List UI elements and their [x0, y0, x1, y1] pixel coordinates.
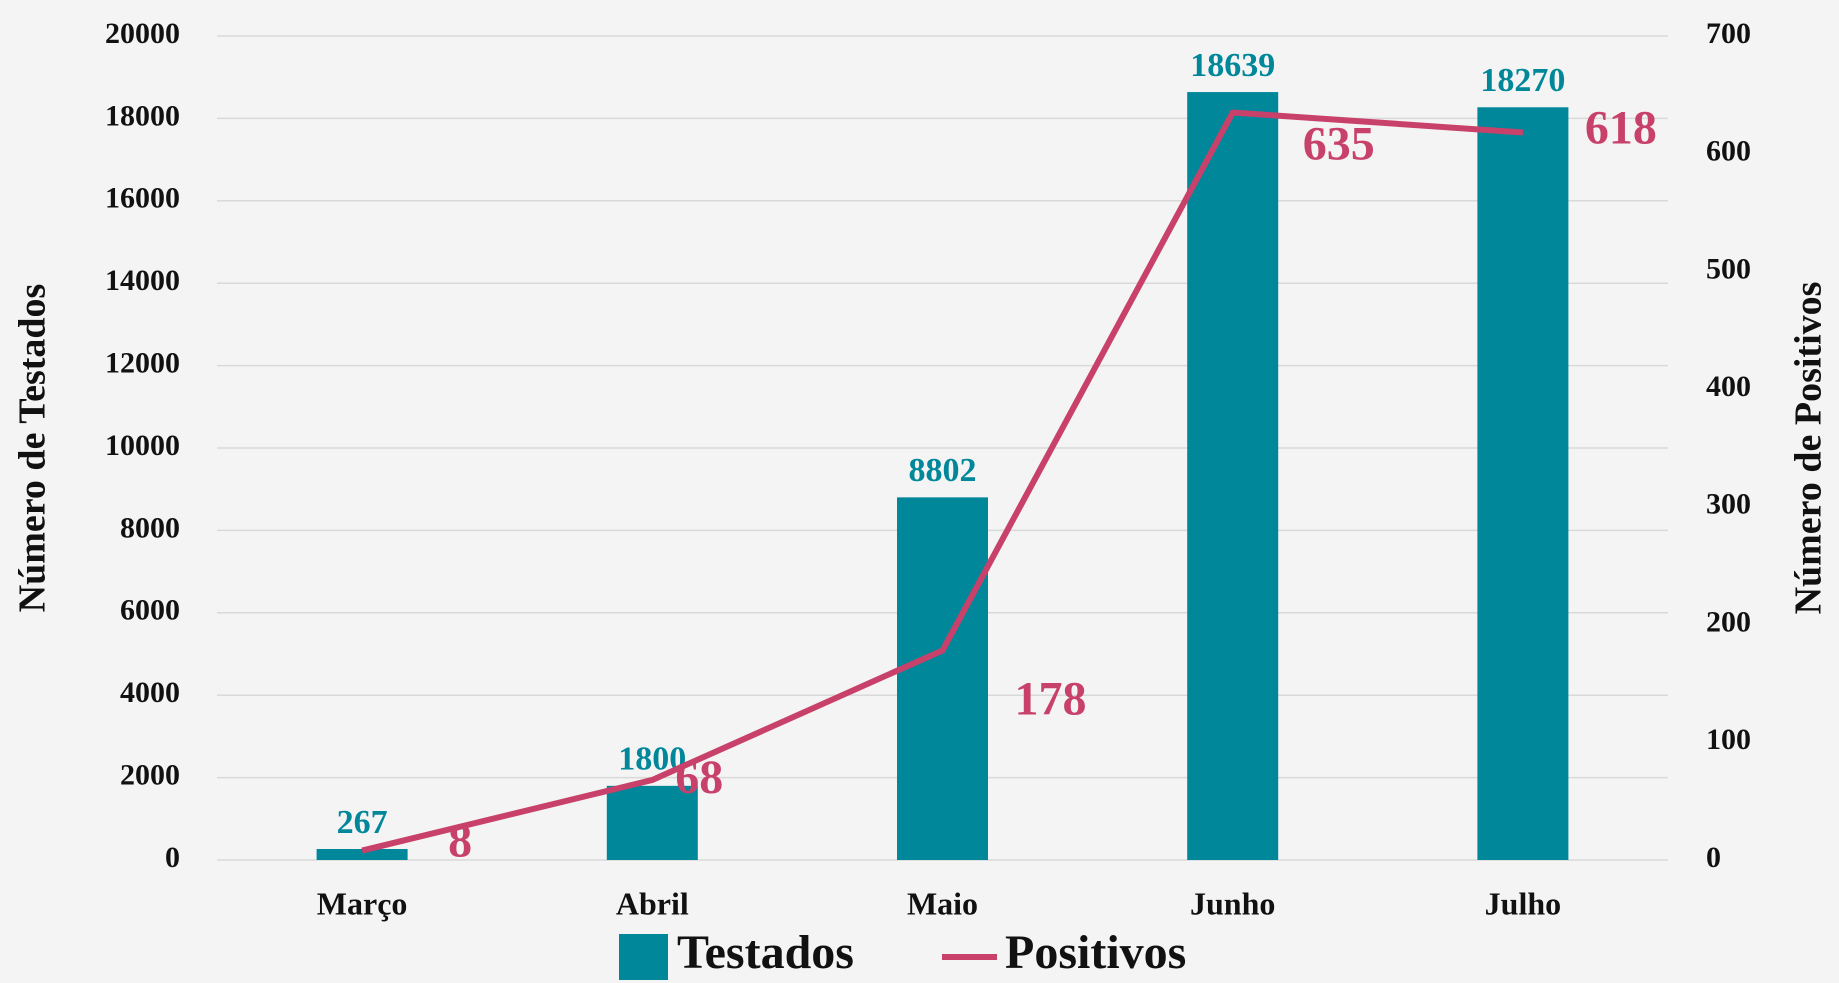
y-tick-label: 18000	[105, 99, 180, 132]
x-tick-label: Abril	[616, 885, 689, 921]
y2-tick-label: 700	[1706, 17, 1751, 50]
line-value-label: 618	[1585, 102, 1657, 155]
line-value-label: 178	[1015, 672, 1087, 725]
bar-value-label: 8802	[909, 452, 977, 489]
x-tick-label: Março	[317, 885, 408, 921]
bar	[897, 497, 988, 860]
bar-value-label: 18639	[1190, 47, 1275, 84]
y-tick-label: 12000	[105, 346, 180, 379]
line-series	[361, 109, 1524, 854]
bar	[1477, 107, 1569, 860]
legend-label: Testados	[677, 926, 854, 979]
y2-axis-title: Número de Positivos	[1788, 282, 1830, 615]
bar	[606, 785, 698, 860]
x-tick-label: Julho	[1485, 885, 1561, 921]
y-tick-label: 14000	[105, 264, 180, 297]
y2-tick-label: 200	[1706, 605, 1751, 638]
y2-tick-label: 100	[1706, 723, 1751, 756]
bar-value-label: 267	[337, 804, 388, 841]
bar	[316, 848, 408, 860]
legend-swatch	[619, 934, 668, 980]
y2-tick-label: 300	[1706, 488, 1751, 521]
y-tick-label: 4000	[120, 676, 180, 709]
y-tick-label: 16000	[105, 182, 180, 215]
y-tick-label: 2000	[120, 758, 180, 791]
x-tick-label: Maio	[907, 885, 978, 921]
y2-tick-label: 600	[1706, 135, 1751, 168]
legend-label: Positivos	[1005, 926, 1186, 979]
y2-tick-label: 400	[1706, 370, 1751, 403]
y2-tick-label: 0	[1706, 841, 1721, 874]
y-tick-label: 8000	[120, 511, 180, 544]
y-tick-label: 20000	[105, 17, 180, 50]
y2-tick-label: 500	[1706, 252, 1751, 285]
line-value-label: 8	[448, 815, 472, 868]
bar	[1187, 92, 1279, 861]
x-tick-label: Junho	[1190, 885, 1275, 921]
y-tick-label: 10000	[105, 429, 180, 462]
bar-value-label: 18270	[1480, 62, 1565, 99]
y-tick-label: 0	[165, 841, 180, 874]
y-axis-title: Número de Testados	[12, 284, 54, 613]
line-value-label: 68	[675, 751, 723, 804]
y-tick-label: 6000	[120, 594, 180, 627]
line-value-label: 635	[1303, 118, 1375, 171]
